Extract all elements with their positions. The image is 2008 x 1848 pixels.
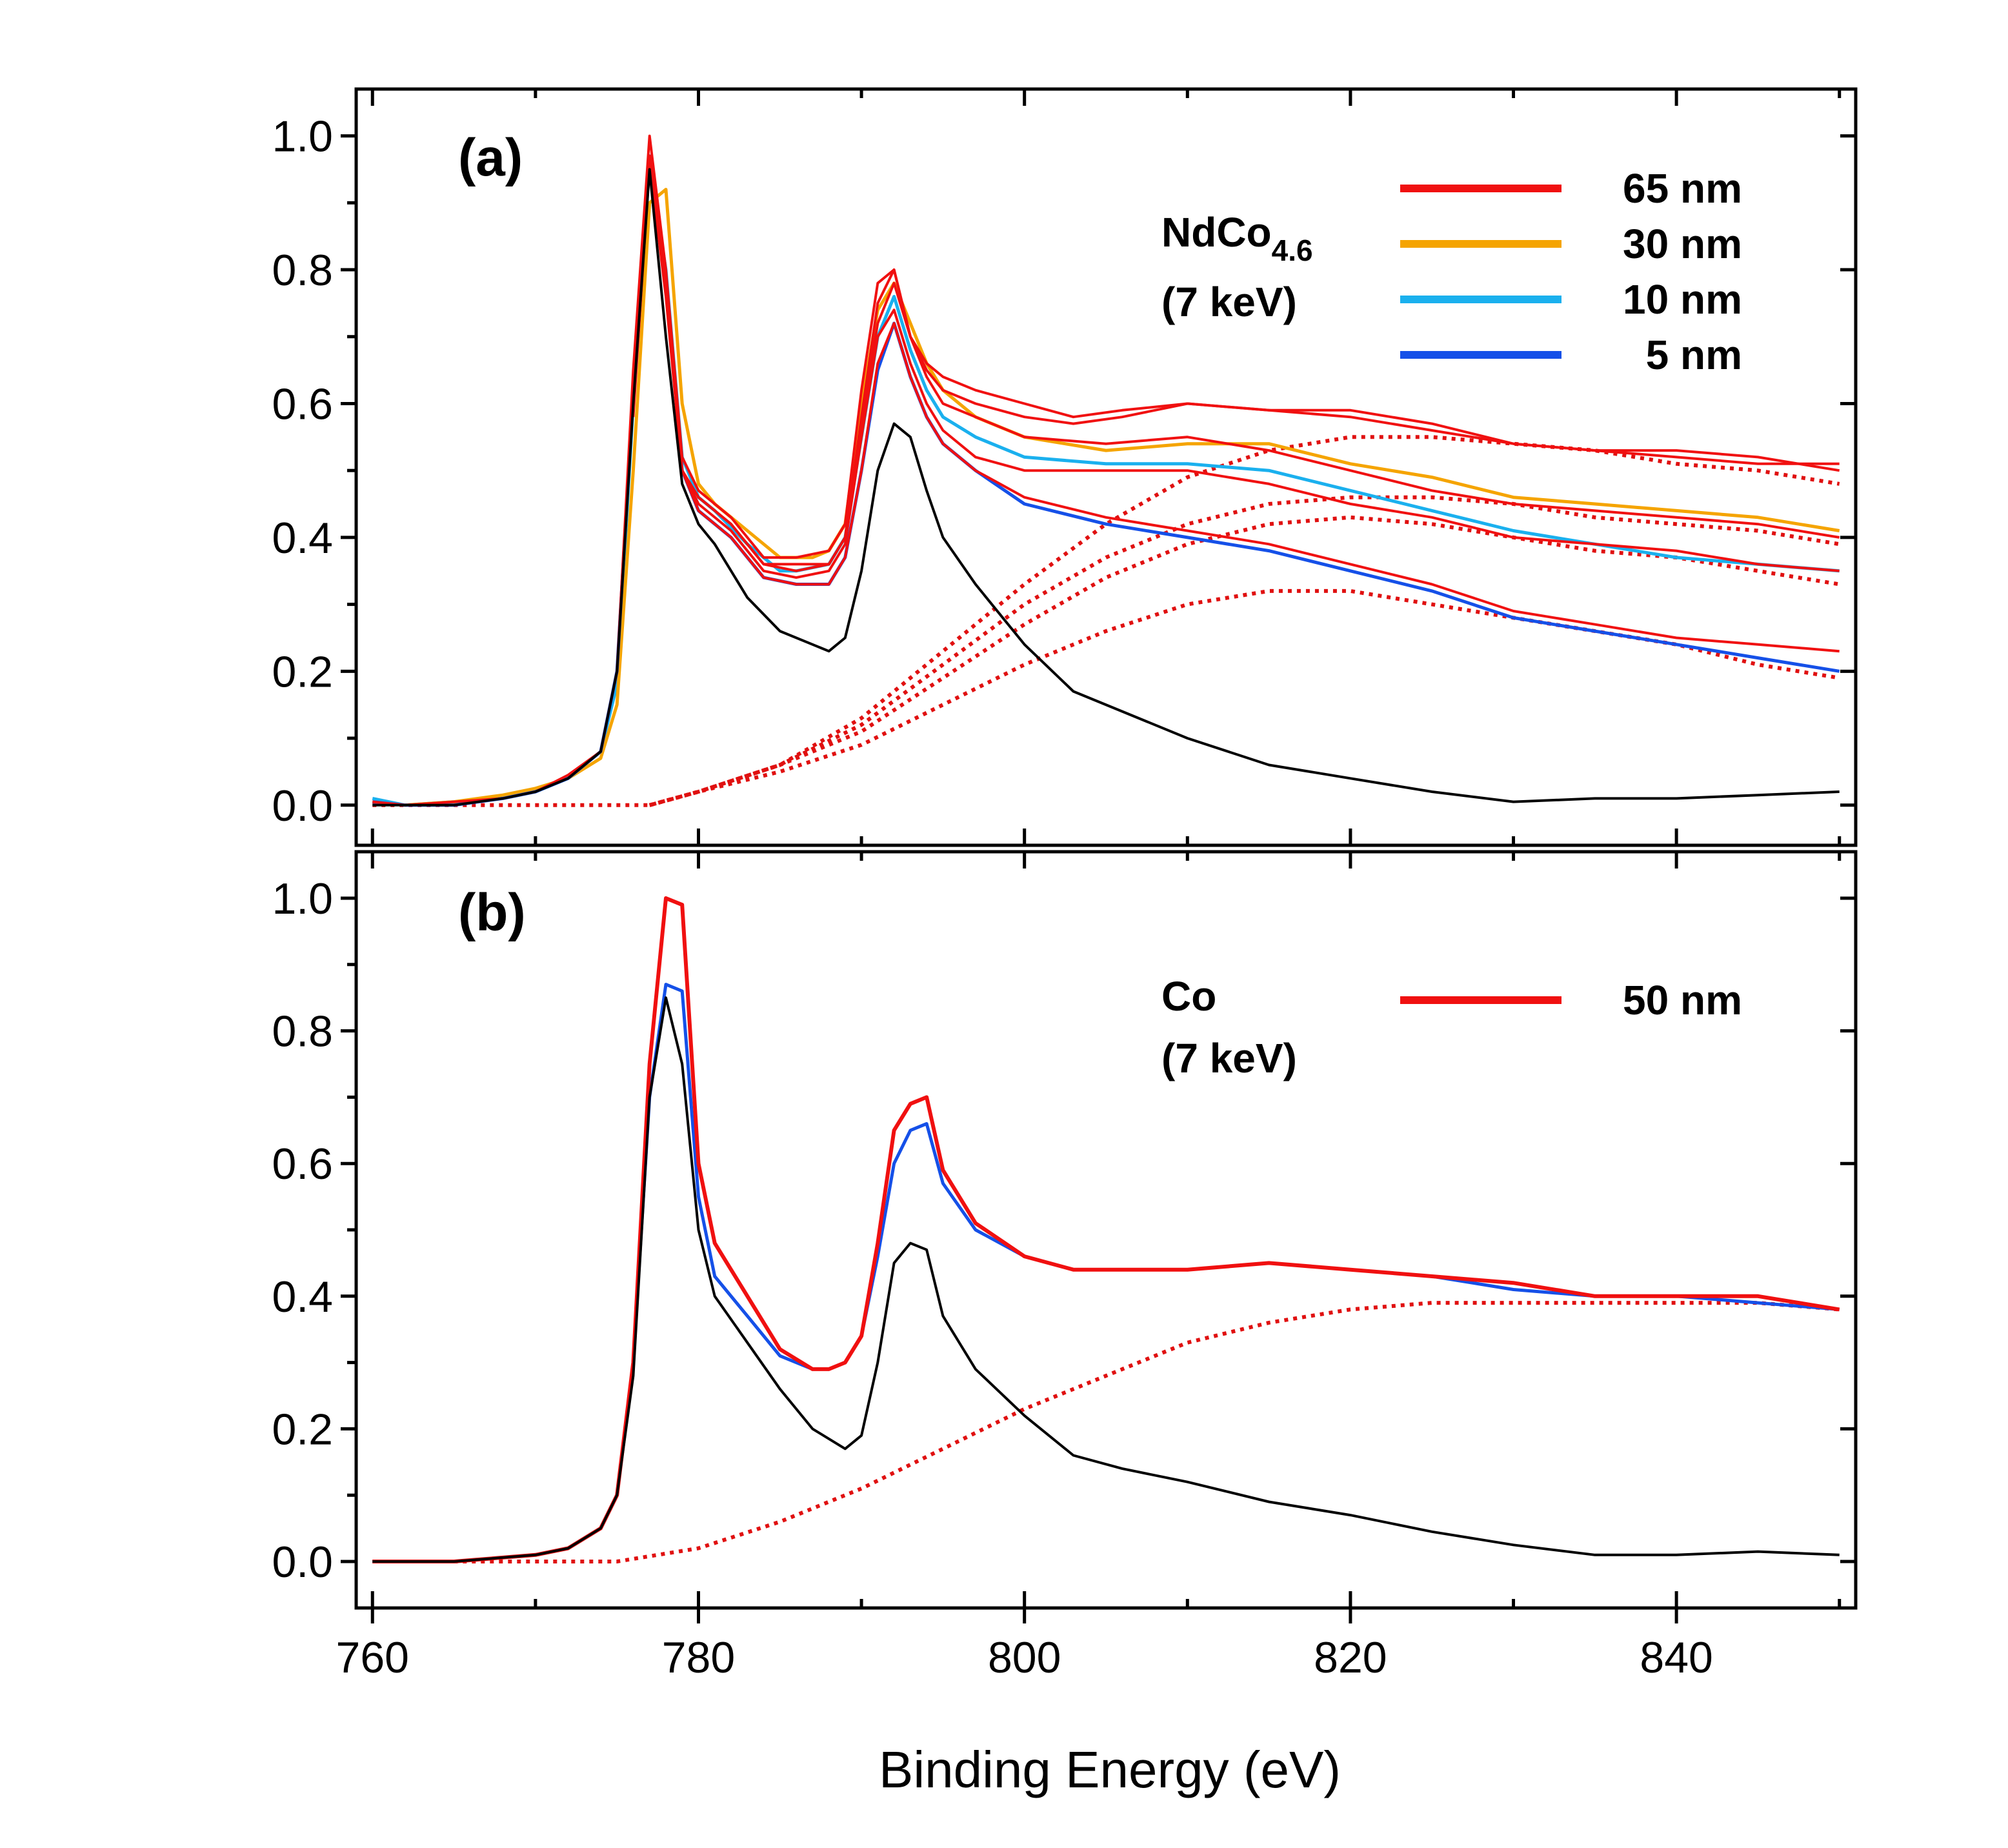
panel-a-frame: [354, 87, 1858, 847]
panel-b-legend: 50 nm: [1400, 977, 1742, 1023]
series-line: [632, 154, 1840, 579]
panel-b-frame: [354, 850, 1858, 1610]
panel-a-background-curves: [372, 435, 1840, 807]
series-line: [372, 168, 1840, 807]
y-tick-label: 0.6: [272, 379, 333, 428]
x-tick-label: 840: [1640, 1633, 1712, 1682]
legend-label: 10 nm: [1623, 276, 1742, 323]
x-tick-label: 780: [662, 1633, 735, 1682]
legend-label: 5 nm: [1646, 332, 1742, 378]
y-tick-label: 0.6: [272, 1140, 333, 1189]
y-tick-label: 0.8: [272, 246, 333, 295]
panel-b-sample-energy: (7 keV): [1161, 1035, 1297, 1081]
x-axis-title: Binding Energy (eV): [879, 1741, 1341, 1798]
panel-a-sample-subscript: 4.6: [1272, 234, 1313, 267]
panel-a-sample-energy: (7 keV): [1161, 279, 1297, 325]
panel-b-background-curves: [372, 1301, 1840, 1563]
y-tick-label: 0.0: [272, 781, 333, 830]
y-tick-label: 0.0: [272, 1538, 333, 1587]
panel-b: 0.0 0.2 0.4 0.6 0.8 1.0 760 780 800 820 840 (b) C…: [272, 850, 1858, 1682]
background-dotted-curve: [372, 435, 1840, 807]
series-line: [632, 154, 1840, 653]
legend-label: 30 nm: [1623, 221, 1742, 267]
series-line: [372, 154, 1840, 807]
panel-a-sample-name: NdCo4.6: [1161, 209, 1313, 267]
y-tick-label: 0.4: [272, 1272, 333, 1321]
y-tick-label: 1.0: [272, 874, 333, 923]
x-tick-label: 800: [988, 1633, 1061, 1682]
panel-a: 0.0 0.2 0.4 0.6 0.8 1.0 (a) NdCo4.6 (7 keV) 6…: [272, 87, 1858, 847]
series-line: [372, 996, 1840, 1563]
panel-a-y-ticks: 0.0 0.2 0.4 0.6 0.8 1.0: [272, 112, 1856, 830]
series-line: [632, 161, 1840, 572]
background-dotted-curve: [648, 495, 1840, 807]
legend-label: 50 nm: [1623, 977, 1742, 1023]
panel-a-sample-base: NdCo: [1161, 209, 1272, 256]
series-line: [372, 161, 1840, 807]
x-tick-label: 760: [336, 1633, 409, 1682]
legend-label: 65 nm: [1623, 165, 1742, 212]
series-line: [372, 188, 1840, 807]
panel-a-spectra: [372, 134, 1840, 807]
panel-b-label: (b): [458, 883, 526, 942]
x-tick-label: 820: [1314, 1633, 1387, 1682]
panel-a-x-ticks: [370, 89, 1842, 845]
y-tick-label: 0.8: [272, 1007, 333, 1056]
series-line: [372, 983, 1840, 1563]
panel-b-sample-name: Co: [1161, 973, 1216, 1019]
panel-b-y-ticks: 0.0 0.2 0.4 0.6 0.8 1.0: [272, 874, 1856, 1587]
panel-b-x-ticks: 760 780 800 820 840: [336, 852, 1842, 1682]
y-tick-label: 0.2: [272, 1405, 333, 1454]
background-dotted-curve: [648, 515, 1840, 807]
y-tick-label: 0.4: [272, 514, 333, 563]
y-tick-label: 1.0: [272, 112, 333, 161]
background-dotted-curve: [648, 588, 1840, 807]
panel-b-spectra: [372, 896, 1840, 1563]
background-dotted-curve: [372, 1301, 1840, 1563]
panel-a-legend: 65 nm 30 nm 10 nm 5 nm: [1400, 165, 1742, 378]
panel-a-label: (a): [458, 128, 523, 187]
series-line: [372, 896, 1840, 1563]
y-tick-label: 0.2: [272, 647, 333, 696]
